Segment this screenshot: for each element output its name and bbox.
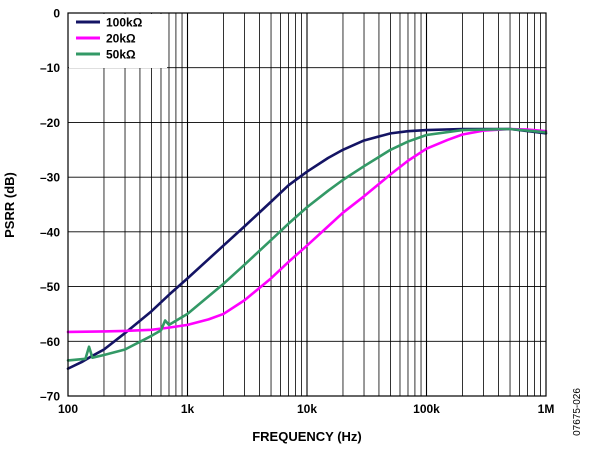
series-line-3 xyxy=(66,127,548,362)
series-line-1 xyxy=(66,127,548,370)
x-tick-label: 1M xyxy=(538,402,555,416)
series-line-2 xyxy=(66,127,548,334)
legend-label-1: 100kΩ xyxy=(106,16,143,30)
x-tick-label: 1k xyxy=(181,402,195,416)
figure-code: 07675-026 xyxy=(572,388,583,436)
x-tick-label: 10k xyxy=(297,402,317,416)
legend: 100kΩ 20kΩ 50kΩ xyxy=(69,14,167,68)
x-tick-label: 100 xyxy=(58,402,78,416)
y-axis-label: PSRR (dB) xyxy=(2,172,17,238)
legend-label-2: 20kΩ xyxy=(106,32,136,46)
series-layer xyxy=(66,127,548,370)
y-tick-label: –30 xyxy=(40,171,60,185)
y-tick-label: –50 xyxy=(40,280,60,294)
plot-frame xyxy=(67,12,547,397)
y-tick-label: –40 xyxy=(40,225,60,239)
x-axis-label: FREQUENCY (Hz) xyxy=(252,429,362,444)
y-tick-label: –20 xyxy=(40,116,60,130)
y-tick-label: –70 xyxy=(40,390,60,404)
x-tick-label: 100k xyxy=(413,402,440,416)
y-tick-label: 0 xyxy=(53,7,60,21)
legend-label-3: 50kΩ xyxy=(106,48,136,62)
y-tick-label: –10 xyxy=(40,61,60,75)
y-tick-label: –60 xyxy=(40,335,60,349)
